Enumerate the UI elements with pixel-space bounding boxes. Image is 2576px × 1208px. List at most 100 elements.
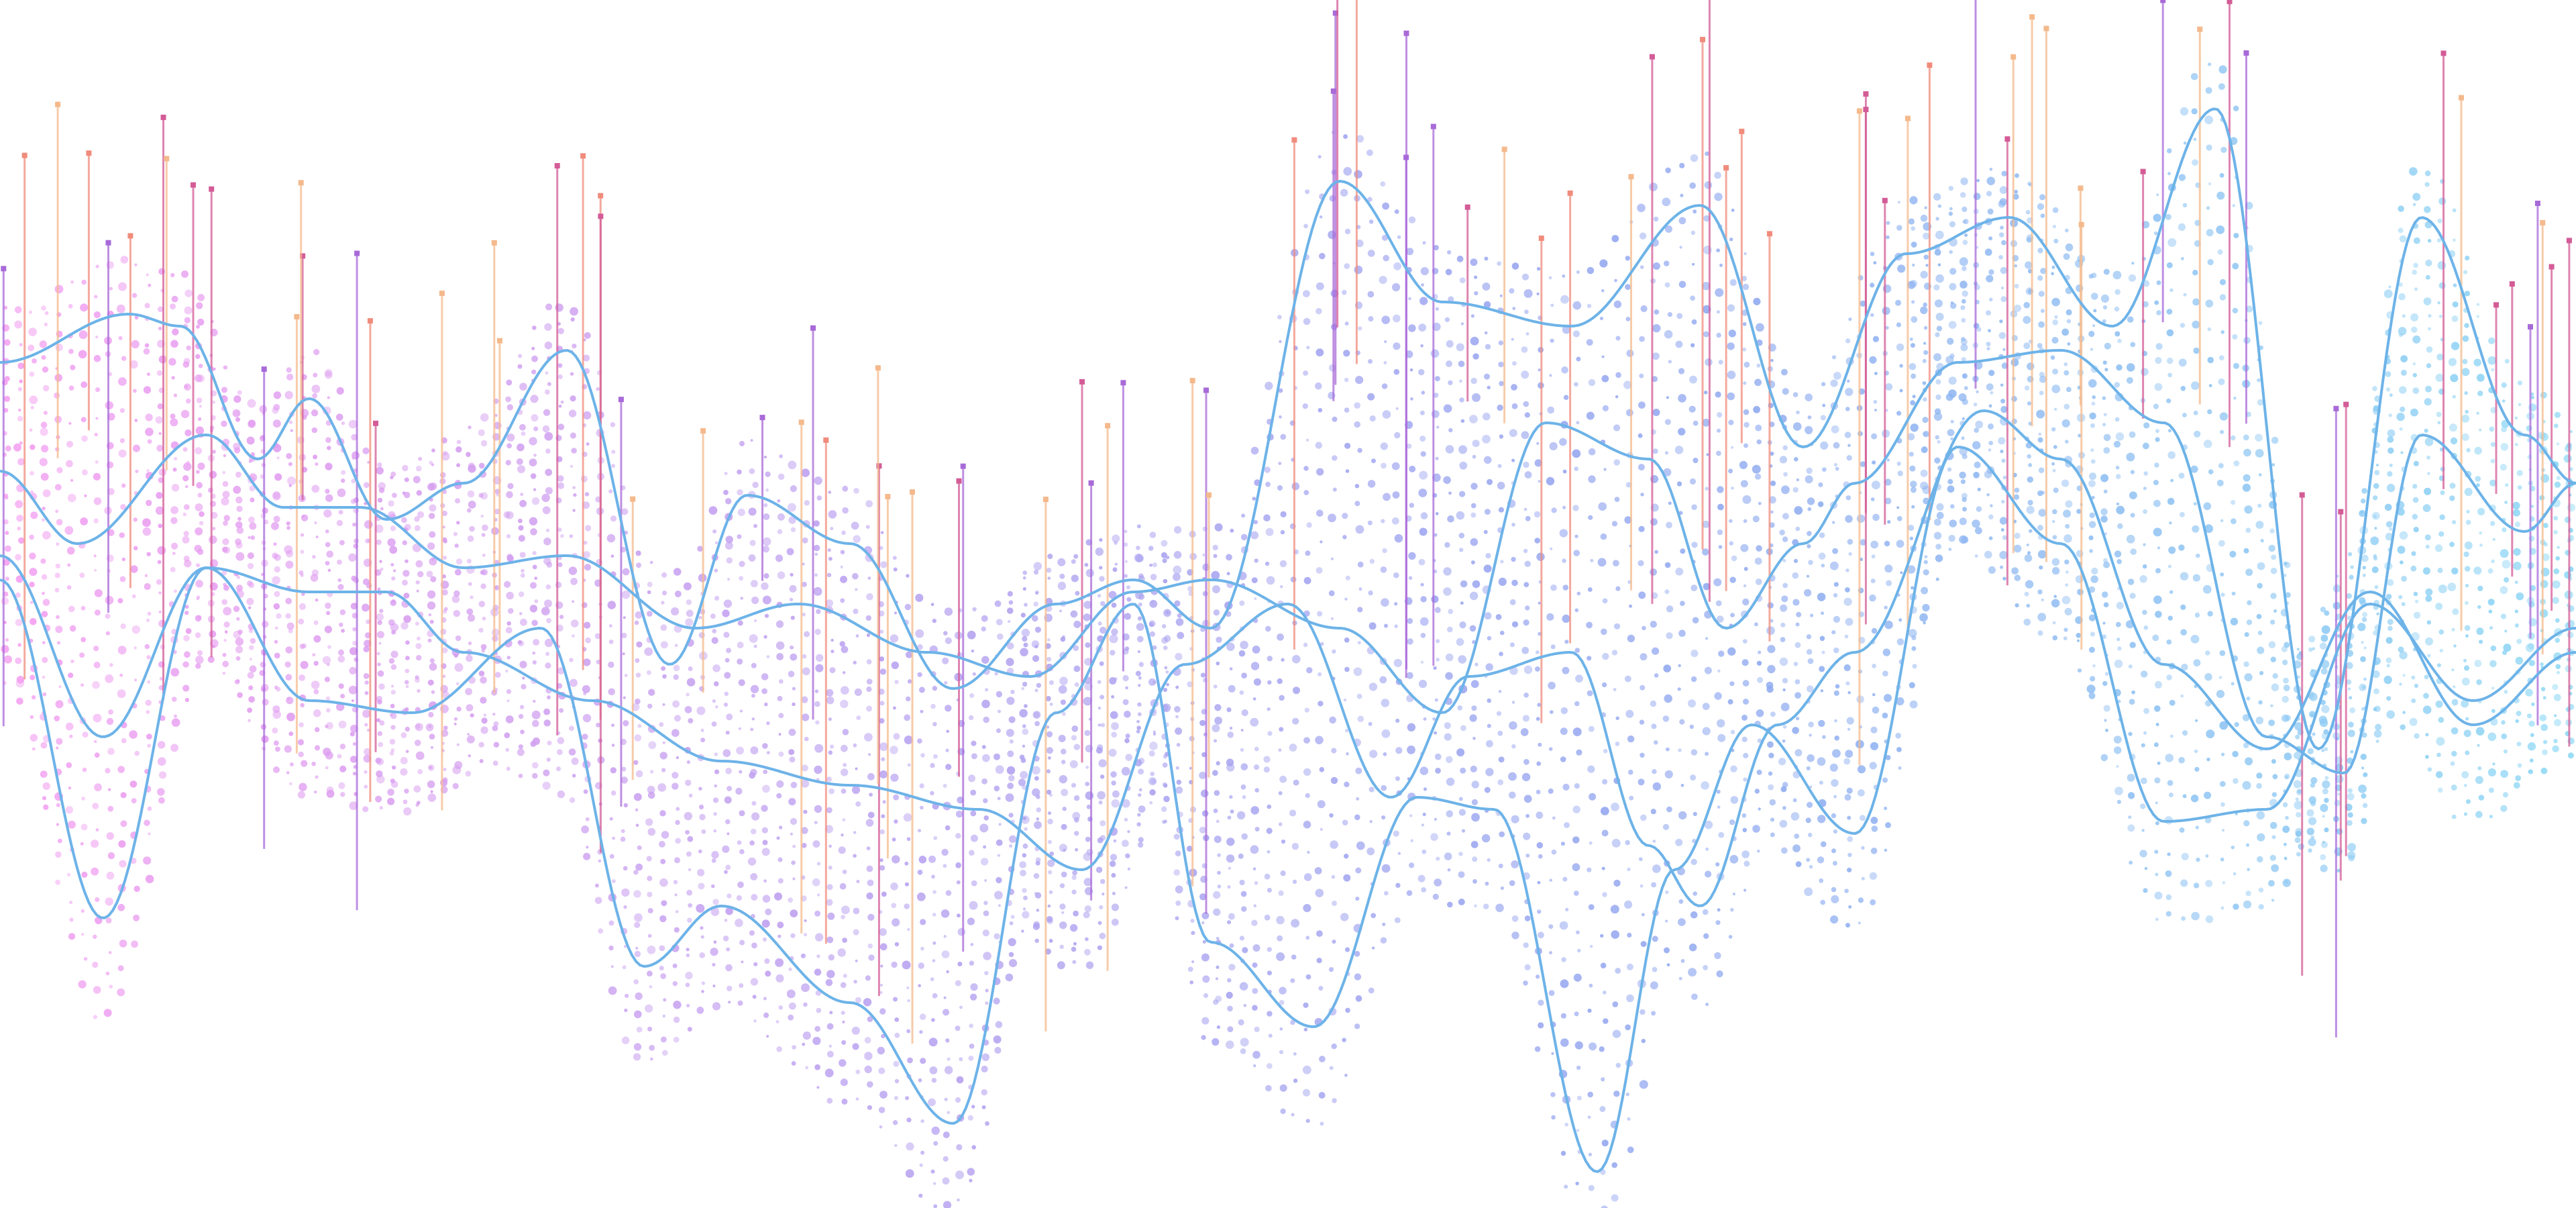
data-point (919, 1163, 923, 1167)
data-point (19, 441, 23, 445)
data-point (801, 764, 808, 772)
data-point (1845, 681, 1850, 686)
data-point (1925, 264, 1929, 267)
data-point (1368, 787, 1375, 793)
data-point (1213, 891, 1221, 899)
data-point (647, 891, 653, 897)
data-point (1754, 379, 1762, 387)
data-point (737, 620, 743, 626)
data-point (1406, 890, 1413, 896)
data-point (788, 460, 797, 470)
data-point (1861, 876, 1865, 880)
data-point (957, 913, 961, 918)
data-point (1382, 410, 1391, 419)
data-point (582, 685, 590, 693)
data-point (1472, 878, 1477, 884)
data-point (800, 779, 810, 788)
data-point (1872, 513, 1880, 521)
data-point (1778, 758, 1786, 766)
data-point (1022, 636, 1028, 642)
data-point (532, 772, 538, 779)
data-point (1911, 505, 1915, 509)
data-point (250, 535, 256, 540)
data-point (1551, 1052, 1554, 1055)
data-point (943, 783, 947, 788)
data-point (1832, 860, 1837, 866)
data-point (748, 507, 757, 516)
data-point (866, 686, 872, 693)
data-point (1524, 560, 1531, 567)
data-point (1782, 536, 1788, 542)
data-point (157, 403, 164, 409)
data-point (1534, 459, 1542, 467)
data-point (1267, 887, 1272, 893)
data-point (1601, 289, 1605, 293)
data-point (313, 620, 319, 625)
data-point (1536, 789, 1541, 795)
data-point (585, 637, 591, 644)
data-point (1831, 355, 1837, 360)
data-point (863, 998, 872, 1007)
data-point (906, 574, 910, 578)
data-point (300, 533, 305, 537)
data-point (1678, 664, 1681, 667)
data-point (1367, 520, 1373, 525)
data-point (1717, 503, 1724, 511)
data-point (41, 355, 46, 360)
data-point (739, 441, 745, 446)
data-point (1127, 830, 1130, 834)
data-point (1756, 363, 1761, 368)
data-point (814, 573, 818, 577)
data-point (442, 489, 447, 495)
data-point (40, 770, 48, 778)
data-point (1252, 988, 1258, 994)
data-point (1483, 301, 1491, 309)
data-point (1666, 806, 1672, 813)
data-point (1354, 501, 1360, 507)
data-point (598, 928, 604, 934)
data-point (1705, 1003, 1709, 1007)
data-point (764, 702, 768, 707)
data-point (2090, 448, 2094, 452)
data-point (339, 540, 345, 546)
data-point (1847, 444, 1851, 448)
data-point (893, 1060, 900, 1067)
data-point (249, 658, 252, 661)
data-point (120, 820, 127, 827)
data-point (1525, 813, 1530, 818)
data-point (311, 485, 320, 493)
data-point (1022, 907, 1026, 911)
data-point (2052, 468, 2056, 472)
data-point (1754, 473, 1762, 480)
data-point (1549, 374, 1552, 377)
data-point (1887, 520, 1891, 524)
data-point (390, 599, 396, 606)
data-point (970, 789, 977, 796)
data-point (1524, 915, 1531, 921)
data-point (996, 728, 1001, 734)
data-point (544, 341, 553, 350)
data-point (866, 659, 872, 664)
data-point (416, 589, 419, 593)
data-point (867, 1105, 872, 1110)
data-point (1202, 553, 1205, 557)
data-point (1445, 268, 1452, 276)
data-point (272, 492, 281, 501)
data-point (249, 522, 257, 530)
data-point (970, 810, 977, 817)
data-point (1446, 340, 1454, 348)
data-point (93, 554, 97, 558)
data-point (1498, 863, 1503, 868)
data-point (855, 767, 858, 770)
data-point (1344, 1073, 1348, 1077)
data-point (108, 788, 111, 791)
data-point (852, 1043, 859, 1050)
data-point (1962, 240, 1968, 246)
data-point (1395, 718, 1400, 723)
data-point (520, 493, 524, 496)
data-point (160, 715, 166, 721)
data-point (894, 942, 900, 947)
data-point (830, 527, 834, 530)
data-point (2014, 487, 2020, 493)
data-point (1189, 980, 1194, 985)
